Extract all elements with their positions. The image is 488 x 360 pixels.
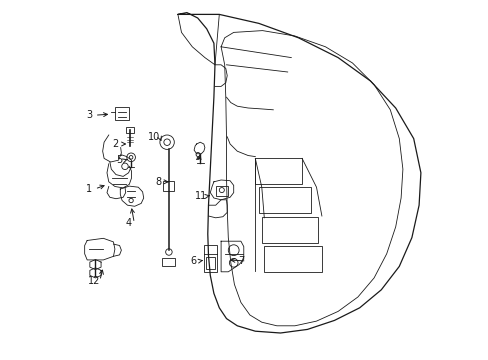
Bar [126, 127, 133, 133]
Bar [215, 186, 228, 196]
Bar [261, 217, 317, 243]
Text: 3: 3 [86, 110, 92, 120]
Bar [203, 245, 217, 272]
Bar [255, 158, 302, 184]
Bar [162, 258, 175, 266]
Text: 11: 11 [194, 191, 206, 201]
Bar [205, 257, 214, 269]
Text: 2: 2 [112, 139, 119, 149]
Bar [264, 246, 321, 272]
Text: 4: 4 [125, 218, 131, 228]
Bar [115, 107, 128, 120]
Text: 8: 8 [156, 177, 162, 187]
Bar [258, 187, 310, 213]
Text: 10: 10 [147, 132, 160, 142]
Bar [163, 181, 174, 191]
Text: 6: 6 [190, 256, 196, 266]
Text: 7: 7 [237, 256, 244, 266]
Text: 12: 12 [88, 276, 100, 286]
Text: 5: 5 [116, 155, 122, 165]
Text: 1: 1 [86, 184, 92, 194]
Text: 9: 9 [194, 152, 201, 162]
